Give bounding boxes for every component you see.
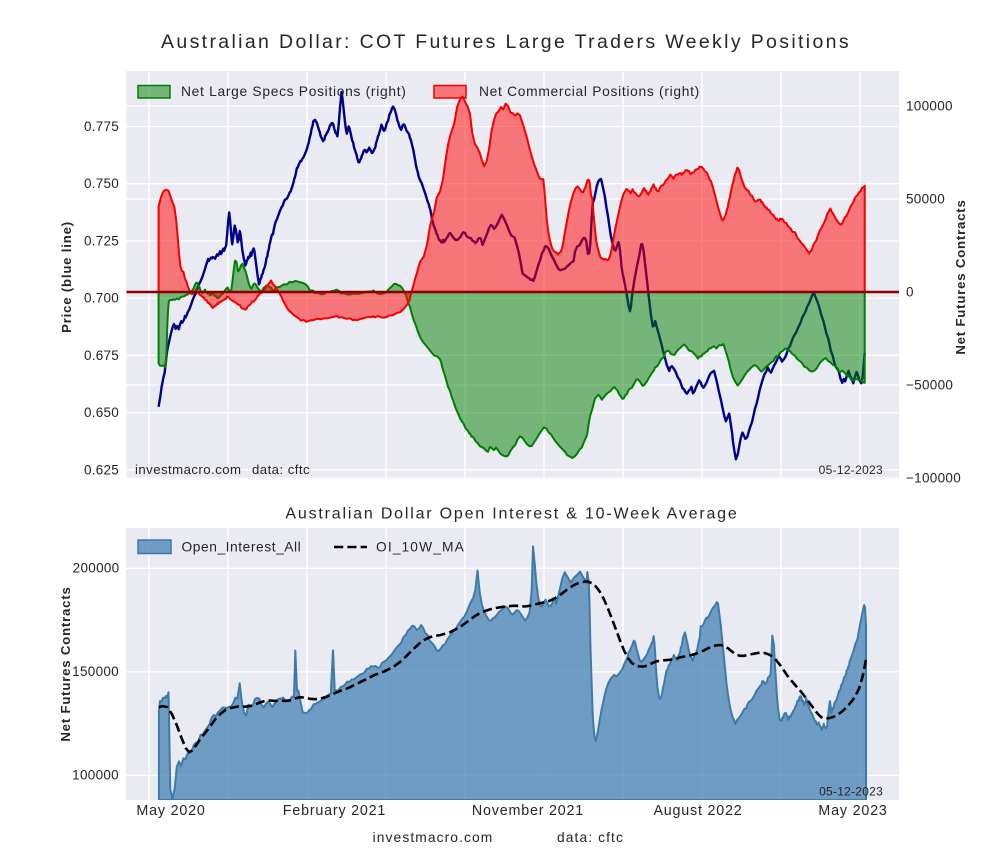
svg-text:November 2021: November 2021 <box>472 803 584 819</box>
svg-text:50000: 50000 <box>906 192 945 207</box>
svg-text:Open_Interest_All: Open_Interest_All <box>182 540 302 555</box>
svg-text:0.675: 0.675 <box>84 348 119 363</box>
svg-text:investmacro.com: investmacro.com <box>373 830 494 845</box>
svg-text:Net Futures Contracts: Net Futures Contracts <box>58 586 73 741</box>
svg-text:Australian Dollar: COT Futures: Australian Dollar: COT Futures Large Tra… <box>161 31 851 53</box>
svg-text:0.700: 0.700 <box>84 291 119 306</box>
svg-text:−100000: −100000 <box>906 471 961 486</box>
svg-text:0.625: 0.625 <box>84 462 119 477</box>
svg-text:0: 0 <box>906 285 914 300</box>
svg-text:0.725: 0.725 <box>84 233 119 248</box>
svg-text:0.650: 0.650 <box>84 405 119 420</box>
svg-text:0.750: 0.750 <box>84 176 119 191</box>
svg-text:05-12-2023: 05-12-2023 <box>819 463 883 477</box>
svg-text:150000: 150000 <box>72 664 119 679</box>
svg-text:May 2023: May 2023 <box>818 803 887 819</box>
svg-text:February 2021: February 2021 <box>283 803 386 819</box>
svg-text:Australian Dollar Open Interes: Australian Dollar Open Interest & 10-Wee… <box>285 506 738 523</box>
svg-text:05-12-2023: 05-12-2023 <box>819 785 883 799</box>
svg-text:100000: 100000 <box>906 99 953 114</box>
svg-text:Net Commercial Positions (righ: Net Commercial Positions (right) <box>479 84 700 99</box>
svg-text:data: cftc: data: cftc <box>557 830 624 845</box>
svg-text:Net Futures Contracts: Net Futures Contracts <box>953 199 968 354</box>
svg-text:investmacro.com: investmacro.com <box>135 462 241 477</box>
svg-text:200000: 200000 <box>73 561 120 576</box>
svg-text:0.775: 0.775 <box>84 119 119 134</box>
svg-text:August 2022: August 2022 <box>653 803 742 819</box>
svg-text:Price (blue line): Price (blue line) <box>59 221 74 333</box>
svg-text:Net Large Specs Positions (rig: Net Large Specs Positions (right) <box>181 84 407 99</box>
svg-text:OI_10W_MA: OI_10W_MA <box>376 540 465 555</box>
svg-text:100000: 100000 <box>72 768 119 783</box>
svg-text:data: cftc: data: cftc <box>252 462 310 477</box>
svg-text:May 2020: May 2020 <box>136 803 205 819</box>
svg-text:−50000: −50000 <box>906 378 953 393</box>
